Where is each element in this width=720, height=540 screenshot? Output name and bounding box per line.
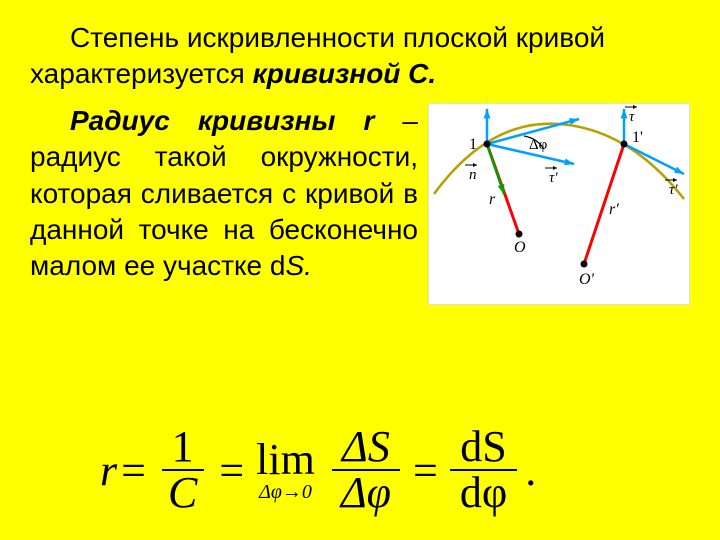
definition-term: Радиус кривизны r — [70, 105, 374, 136]
f-lim-sub: Δφ→0 — [259, 482, 312, 502]
limit: lim Δφ→0 — [256, 438, 315, 502]
definition-text: Радиус кривизны r – радиус такой окружно… — [30, 103, 418, 305]
header-line1: Степень искривленности плоской кривой — [70, 22, 605, 53]
f-eq1: = — [121, 445, 146, 496]
f-r: r — [100, 446, 117, 495]
frac-dsdphi-small: dS dφ — [450, 425, 517, 515]
svg-text:1: 1 — [469, 136, 477, 153]
svg-text:τ': τ' — [549, 170, 558, 186]
svg-text:Δφ: Δφ — [529, 137, 548, 153]
frac-1c: 1 C — [158, 425, 207, 515]
f-dot: . — [525, 445, 536, 496]
svg-text:O: O — [514, 239, 526, 256]
svg-text:τ: τ — [629, 109, 635, 125]
header-line2b: кривизной С. — [253, 58, 437, 89]
frac-dsdphi: ΔS Δφ — [331, 425, 401, 515]
svg-text:r: r — [489, 191, 496, 208]
header-text: Степень искривленности плоской кривой ха… — [0, 0, 720, 93]
f-dS: ΔS — [342, 422, 390, 471]
header-line2a: характеризуется — [30, 58, 245, 89]
f-dphi: Δφ — [341, 468, 391, 517]
curvature-diagram: 1 1' O O' r r' Δφ n τ τ' τ' — [428, 103, 690, 305]
diagram-svg: 1 1' O O' r r' Δφ n τ τ' τ' — [429, 104, 689, 304]
f-num-1: 1 — [162, 425, 204, 471]
f-eq2: = — [219, 445, 244, 496]
f-den-C: C — [168, 468, 197, 517]
f-lim: lim — [256, 438, 315, 482]
f-eq3: = — [413, 445, 438, 496]
definition-body2: S. — [285, 250, 311, 281]
svg-text:1': 1' — [632, 129, 643, 146]
f-dphi2: dφ — [460, 468, 507, 517]
formula: r = 1 C = lim Δφ→0 ΔS Δφ = dS dφ . — [100, 425, 536, 515]
svg-text:n: n — [469, 167, 477, 183]
svg-text:O': O' — [579, 271, 595, 288]
f-dS2: dS — [460, 422, 506, 471]
svg-text:τ': τ' — [669, 182, 678, 198]
svg-text:r': r' — [609, 201, 619, 218]
